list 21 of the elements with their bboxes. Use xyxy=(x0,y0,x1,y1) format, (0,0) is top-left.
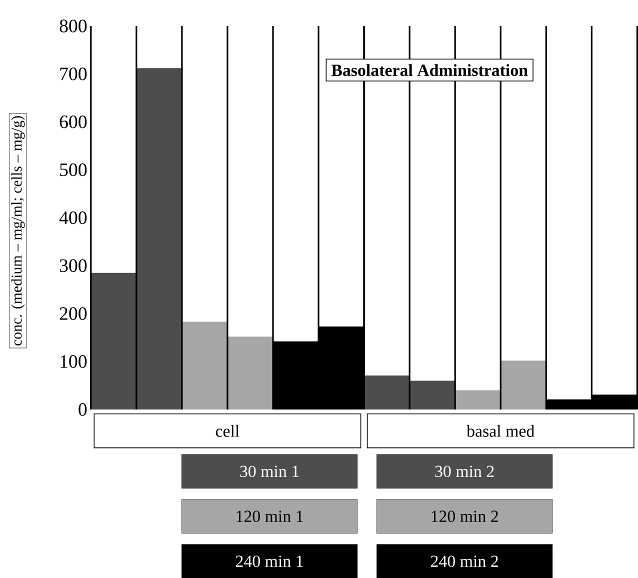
y-tick-label: 200 xyxy=(60,307,87,320)
text: 120 min 2 xyxy=(432,510,498,522)
text: 120 min 1 xyxy=(236,510,303,522)
y-tick-label: 500 xyxy=(60,163,87,176)
y-tick-label: 700 xyxy=(60,67,87,80)
y-axis-title: conc. (medium – mg/ml; cells – mg/g) xyxy=(11,116,25,346)
y-tick-label: 300 xyxy=(60,259,87,272)
y-tick-label: 400 xyxy=(59,211,87,224)
x-tick-label: basal med xyxy=(466,424,534,437)
y-tick-label: 0 xyxy=(78,402,87,416)
text: Basolateral Administration xyxy=(331,64,528,76)
text: 240 min 2 xyxy=(431,555,498,567)
y-tick-label: 800 xyxy=(60,19,87,32)
bar xyxy=(227,336,273,410)
text: 240 min 1 xyxy=(236,555,303,567)
y-tick-label: 100 xyxy=(60,354,87,368)
bar xyxy=(182,322,228,410)
y-tick-label: 600 xyxy=(60,115,87,128)
x-tick-label: cell xyxy=(216,424,240,437)
text: 30 min 2 xyxy=(435,465,494,477)
text: 30 min 1 xyxy=(240,465,299,477)
